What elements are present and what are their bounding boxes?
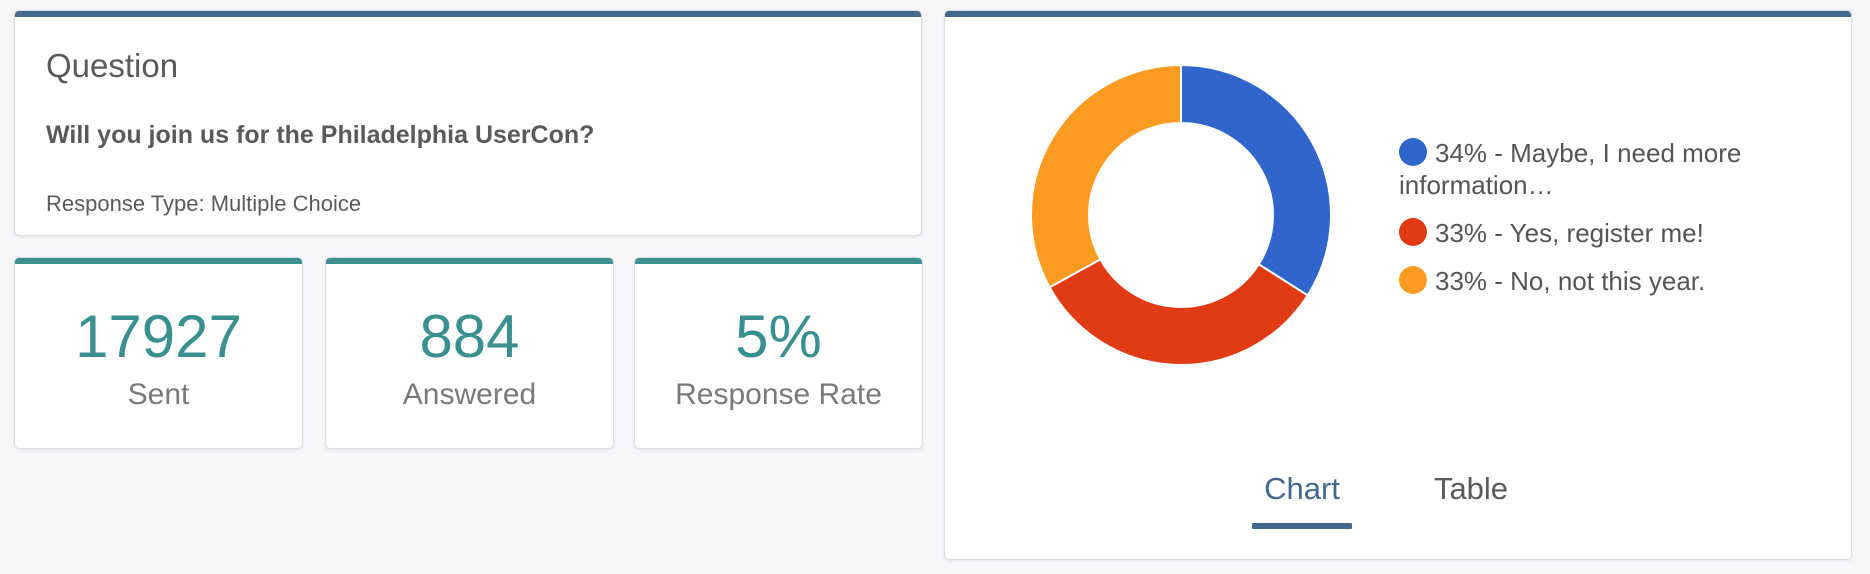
donut-slice-2[interactable] (1031, 65, 1182, 289)
donut-slice-0[interactable] (1180, 65, 1332, 297)
tab-table[interactable]: Table (1433, 471, 1509, 506)
legend-dot-icon (1399, 138, 1427, 166)
stat-card-top-bar (635, 258, 922, 264)
question-card: Question Will you join us for the Philad… (14, 10, 922, 236)
sent-value: 17927 (75, 303, 242, 370)
sent-label: Sent (127, 378, 190, 411)
legend-dot-icon (1399, 266, 1427, 294)
tab-chart[interactable]: Chart (1264, 471, 1340, 506)
active-tab-indicator (1252, 523, 1352, 529)
legend-item[interactable]: 33% - No, not this year. (1399, 265, 1819, 297)
question-heading: Question (46, 47, 179, 84)
response-rate-label: Response Rate (675, 378, 882, 411)
results-chart-card: 34% - Maybe, I need more information… 33%… (944, 10, 1852, 560)
stat-card-sent: 17927 Sent (14, 257, 303, 449)
chart-legend: 34% - Maybe, I need more information… 33%… (1399, 137, 1819, 313)
legend-dot-icon (1399, 218, 1427, 246)
stat-card-top-bar (326, 258, 613, 264)
response-type: Response Type: Multiple Choice (46, 191, 362, 216)
donut-chart (1031, 65, 1332, 366)
legend-item[interactable]: 33% - Yes, register me! (1399, 217, 1819, 249)
answered-label: Answered (402, 378, 537, 411)
question-text: Will you join us for the Philadelphia Us… (46, 121, 595, 149)
legend-label: 33% - No, not this year. (1435, 266, 1706, 296)
answered-value: 884 (419, 303, 520, 370)
question-card-top-bar (15, 11, 921, 17)
response-rate-value: 5% (735, 303, 822, 370)
stat-card-answered: 884 Answered (325, 257, 614, 449)
chart-card-top-bar (945, 11, 1851, 17)
legend-item[interactable]: 34% - Maybe, I need more information… (1399, 137, 1819, 201)
legend-label: 34% - Maybe, I need more information… (1399, 138, 1742, 200)
stat-card-top-bar (15, 258, 302, 264)
legend-label: 33% - Yes, register me! (1435, 218, 1704, 248)
donut-slice-1[interactable] (1048, 257, 1310, 366)
stat-card-response-rate: 5% Response Rate (634, 257, 923, 449)
